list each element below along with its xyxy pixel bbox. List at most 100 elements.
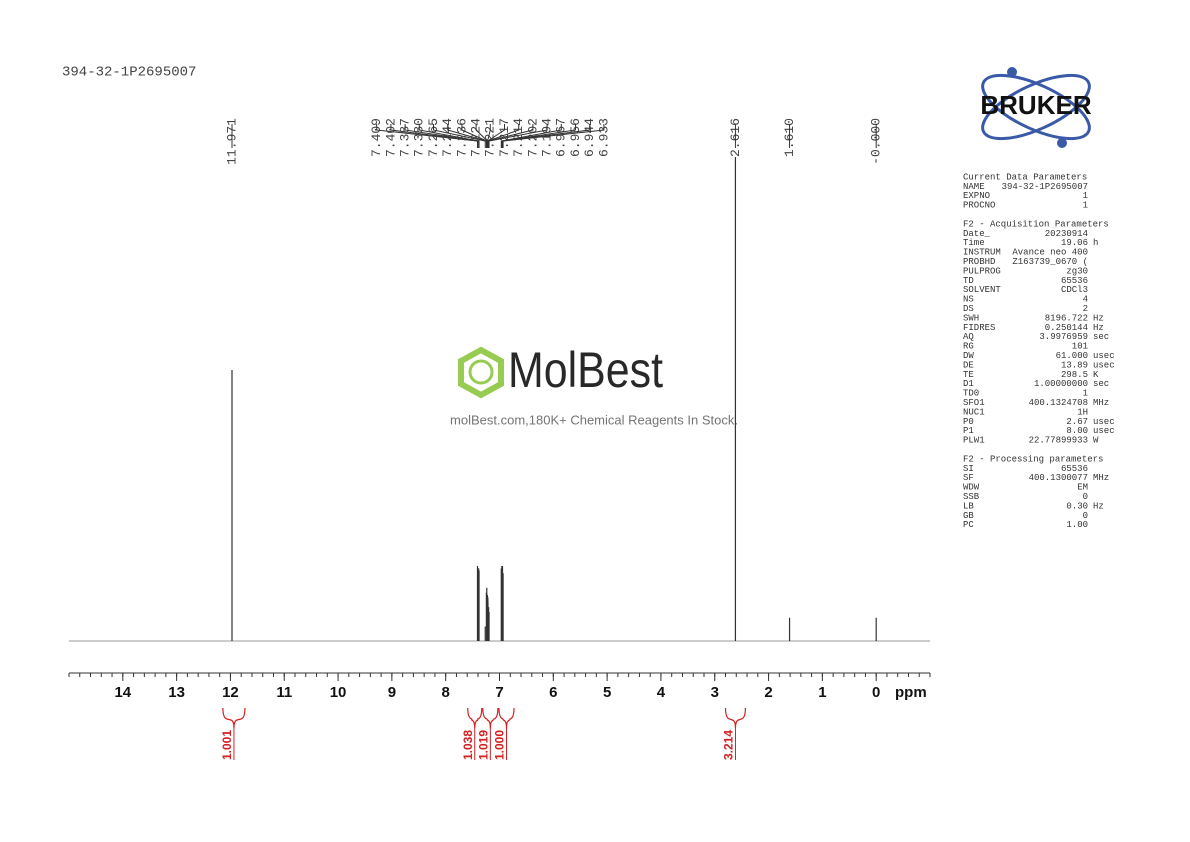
parameter-name: Time bbox=[963, 238, 985, 248]
parameter-unit: usec bbox=[1093, 360, 1115, 370]
logo-dot bbox=[1057, 138, 1067, 148]
parameter-name: P0 bbox=[963, 417, 974, 427]
x-tick-label: 9 bbox=[388, 684, 396, 701]
parameter-name: EXPNO bbox=[963, 191, 990, 201]
x-tick-label: 5 bbox=[603, 684, 611, 701]
parameter-value: 1.00 bbox=[1066, 520, 1088, 530]
parameter-name: SWH bbox=[963, 313, 979, 323]
parameter-value: 1 bbox=[1083, 389, 1088, 399]
parameter-name: SFO1 bbox=[963, 398, 985, 408]
parameter-unit: MHz bbox=[1093, 473, 1109, 483]
bruker-logo: BRUKER bbox=[980, 67, 1092, 148]
integral-bracket bbox=[482, 707, 499, 729]
parameter-name: SF bbox=[963, 473, 974, 483]
peak-label: 7.236 bbox=[454, 118, 469, 157]
parameter-value: 400.1300077 bbox=[1029, 473, 1088, 483]
parameter-name: P1 bbox=[963, 426, 974, 436]
parameter-value: 61.000 bbox=[1056, 351, 1088, 361]
logo-orbit bbox=[981, 73, 1091, 141]
x-tick-label: 0 bbox=[872, 684, 880, 701]
integral-bracket bbox=[724, 707, 747, 729]
peak-marker bbox=[501, 124, 576, 148]
peak-label: 7.224 bbox=[469, 118, 484, 157]
parameter-value: zg30 bbox=[1066, 266, 1088, 276]
parameter-value: 19.06 bbox=[1061, 238, 1088, 248]
parameter-unit: Hz bbox=[1093, 323, 1104, 333]
parameter-value: 3.9976959 bbox=[1039, 332, 1088, 342]
parameter-value: 22.77899933 bbox=[1029, 436, 1088, 446]
peak-marker bbox=[461, 124, 488, 148]
peak-marker bbox=[500, 124, 562, 148]
parameter-value: 20230914 bbox=[1045, 229, 1088, 239]
logo-text: BRUKER bbox=[980, 90, 1091, 120]
peak-label: 7.402 bbox=[383, 118, 398, 157]
parameter-value: 298.5 bbox=[1061, 370, 1088, 380]
parameter-value: 394-32-1P2695007 bbox=[1002, 182, 1088, 192]
peak-label: 7.387 bbox=[398, 118, 413, 157]
peak-marker bbox=[502, 124, 605, 148]
parameter-value: Avance neo 400 bbox=[1012, 248, 1088, 258]
parameter-value: 1 bbox=[1083, 201, 1088, 211]
integral-label: 1.001 bbox=[220, 730, 234, 760]
parameter-value: 400.1324708 bbox=[1029, 398, 1088, 408]
parameter-unit: W bbox=[1093, 436, 1099, 446]
parameter-name: LB bbox=[963, 501, 974, 511]
parameter-unit: h bbox=[1093, 238, 1098, 248]
integral-bracket bbox=[498, 707, 515, 729]
peak-marker bbox=[418, 124, 480, 148]
parameter-value: 65536 bbox=[1061, 464, 1088, 474]
peak-label: 6.956 bbox=[568, 118, 583, 157]
parameter-value: EM bbox=[1077, 483, 1088, 493]
parameter-value: Z163739_0670 ( bbox=[1012, 257, 1088, 267]
parameter-name: SOLVENT bbox=[963, 285, 1001, 295]
integral-label: 1.019 bbox=[477, 730, 491, 760]
integral-label: 3.214 bbox=[722, 730, 736, 760]
parameter-name: D1 bbox=[963, 379, 974, 389]
parameter-unit: sec bbox=[1093, 332, 1109, 342]
x-tick-label: 1 bbox=[818, 684, 826, 701]
parameter-value: 1.00000000 bbox=[1034, 379, 1088, 389]
parameter-unit: usec bbox=[1093, 426, 1115, 436]
parameter-name: SSB bbox=[963, 492, 980, 502]
peak-label: 6.967 bbox=[554, 118, 569, 157]
parameter-value: 0 bbox=[1083, 492, 1088, 502]
peak-label: 7.409 bbox=[369, 118, 384, 157]
parameter-unit: K bbox=[1093, 370, 1099, 380]
parameter-name: PULPROG bbox=[963, 266, 1001, 276]
peak-label: 6.944 bbox=[582, 118, 597, 157]
integral-bracket bbox=[222, 707, 246, 729]
parameter-value: 101 bbox=[1072, 342, 1088, 352]
peak-label: 7.221 bbox=[483, 118, 498, 157]
parameter-value: 0 bbox=[1083, 511, 1088, 521]
parameter-name: SI bbox=[963, 464, 974, 474]
parameter-value: CDCl3 bbox=[1061, 285, 1088, 295]
peak-marker bbox=[487, 124, 520, 148]
parameter-name: Date_ bbox=[963, 229, 991, 239]
x-tick-label: 13 bbox=[168, 684, 185, 701]
x-tick-label: 11 bbox=[276, 684, 292, 701]
parameter-name: INSTRUM bbox=[963, 248, 1001, 258]
x-tick-label: 10 bbox=[330, 684, 347, 701]
parameter-unit: usec bbox=[1093, 417, 1115, 427]
integral-label: 1.038 bbox=[461, 730, 475, 760]
parameter-heading: F2 - Processing parameters bbox=[963, 454, 1103, 464]
parameter-value: 2.67 bbox=[1066, 417, 1088, 427]
parameter-name: DS bbox=[963, 304, 974, 314]
integral-bracket bbox=[467, 707, 483, 729]
parameter-name: DE bbox=[963, 360, 974, 370]
x-unit: ppm bbox=[895, 684, 927, 701]
parameter-name: PROBHD bbox=[963, 257, 995, 267]
parameter-name: PROCNO bbox=[963, 201, 995, 211]
x-tick-label: 6 bbox=[549, 684, 557, 701]
x-tick-label: 7 bbox=[495, 684, 503, 701]
x-tick-label: 3 bbox=[711, 684, 719, 701]
parameter-value: 0.30 bbox=[1066, 501, 1088, 511]
peak-label: 7.380 bbox=[412, 118, 427, 157]
peak-label: 7.194 bbox=[540, 118, 555, 157]
parameter-name: AQ bbox=[963, 332, 974, 342]
x-tick-label: 14 bbox=[114, 684, 131, 701]
parameter-unit: sec bbox=[1093, 379, 1109, 389]
parameter-name: PLW1 bbox=[963, 436, 985, 446]
parameter-unit: Hz bbox=[1093, 501, 1104, 511]
